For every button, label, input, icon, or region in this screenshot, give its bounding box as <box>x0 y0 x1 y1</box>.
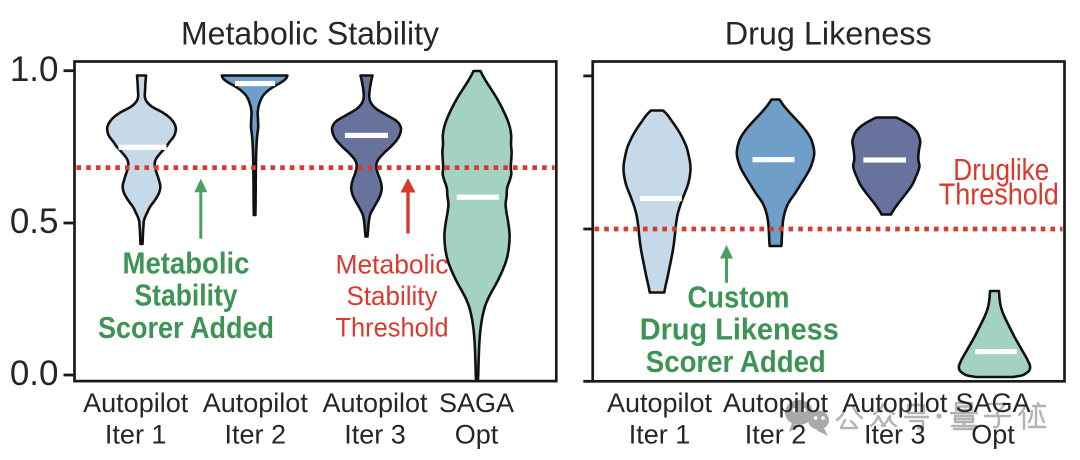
svg-text:1.0: 1.0 <box>10 50 59 89</box>
svg-text:Iter 3: Iter 3 <box>344 419 406 449</box>
svg-text:Drug Likeness: Drug Likeness <box>725 15 932 51</box>
svg-text:Metabolic: Metabolic <box>336 250 449 280</box>
svg-text:Iter 3: Iter 3 <box>864 419 926 449</box>
svg-text:Iter 2: Iter 2 <box>745 419 807 449</box>
svg-text:Scorer Added: Scorer Added <box>646 344 826 379</box>
svg-text:Iter 1: Iter 1 <box>105 419 167 449</box>
svg-text:Autopilot: Autopilot <box>723 388 829 418</box>
svg-text:Stability: Stability <box>135 278 239 313</box>
svg-text:Drug Likeness: Drug Likeness <box>640 312 839 347</box>
svg-text:Autopilot: Autopilot <box>322 388 428 418</box>
svg-text:Autopilot: Autopilot <box>607 388 713 418</box>
svg-text:Custom: Custom <box>688 279 790 314</box>
svg-text:SAGA: SAGA <box>439 388 514 418</box>
svg-text:Autopilot: Autopilot <box>203 388 309 418</box>
svg-text:Metabolic: Metabolic <box>123 246 250 281</box>
svg-text:Threshold: Threshold <box>336 313 449 343</box>
svg-text:0.0: 0.0 <box>10 354 59 393</box>
svg-text:Metabolic Stability: Metabolic Stability <box>181 15 440 51</box>
svg-text:Iter 2: Iter 2 <box>225 419 287 449</box>
svg-text:Autopilot: Autopilot <box>83 388 189 418</box>
svg-text:Iter 1: Iter 1 <box>629 419 691 449</box>
svg-text:SAGA: SAGA <box>955 388 1030 418</box>
svg-text:Opt: Opt <box>971 419 1015 449</box>
svg-text:Druglike: Druglike <box>953 152 1049 187</box>
svg-text:Opt: Opt <box>455 419 499 449</box>
svg-text:Autopilot: Autopilot <box>842 388 948 418</box>
svg-text:Threshold: Threshold <box>939 176 1059 211</box>
svg-text:Scorer Added: Scorer Added <box>98 310 274 345</box>
svg-text:Stability: Stability <box>347 281 438 311</box>
svg-text:0.5: 0.5 <box>10 202 59 241</box>
